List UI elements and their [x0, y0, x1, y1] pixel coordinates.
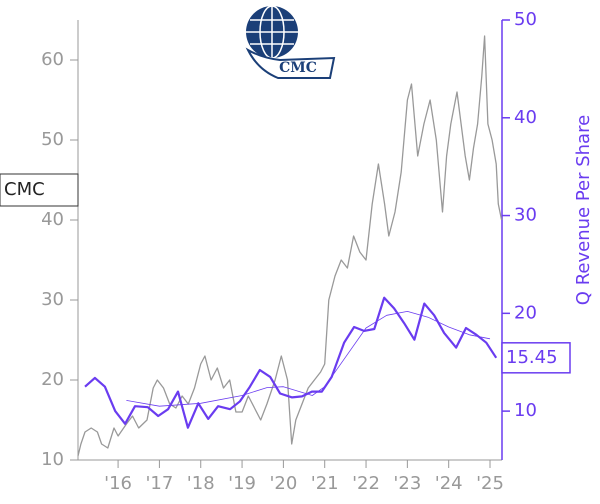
series-line — [126, 311, 491, 407]
y-tick-label: 60 — [41, 49, 64, 70]
logo-banner — [245, 47, 336, 79]
x-tick-label: '21 — [311, 473, 339, 494]
series-label-box — [0, 173, 79, 207]
x-tick-label: '20 — [269, 473, 297, 494]
y2-axis-label: Q Revenue Per Share — [573, 115, 594, 305]
x-tick-label: '16 — [104, 473, 132, 494]
y2-tick-label: 30 — [514, 205, 537, 226]
x-tick-label: '24 — [435, 473, 463, 494]
x-tick-label: '23 — [393, 473, 421, 494]
y-tick-label: 20 — [41, 369, 64, 390]
x-tick-label: '18 — [187, 473, 215, 494]
y2-tick-label: 50 — [514, 9, 537, 30]
last-value-box — [501, 342, 571, 374]
last-value-label: 15.45 — [506, 347, 558, 368]
x-tick-label: '19 — [228, 473, 256, 494]
y-tick-label: 10 — [41, 449, 64, 470]
y2-tick-label: 10 — [514, 400, 537, 421]
series-label: CMC — [4, 179, 45, 200]
x-tick-label: '17 — [145, 473, 173, 494]
x-tick-label: '22 — [352, 473, 380, 494]
series-line — [84, 296, 498, 429]
logo-text: CMC — [279, 60, 317, 76]
series-line — [77, 35, 503, 457]
y-tick-label: 50 — [41, 129, 64, 150]
y2-tick-label: 40 — [514, 107, 537, 128]
y-tick-label: 40 — [41, 209, 64, 230]
x-tick-label: '25 — [476, 473, 504, 494]
y2-tick-label: 20 — [514, 302, 537, 323]
logo: CMC — [245, 5, 336, 79]
y-tick-label: 30 — [41, 289, 64, 310]
